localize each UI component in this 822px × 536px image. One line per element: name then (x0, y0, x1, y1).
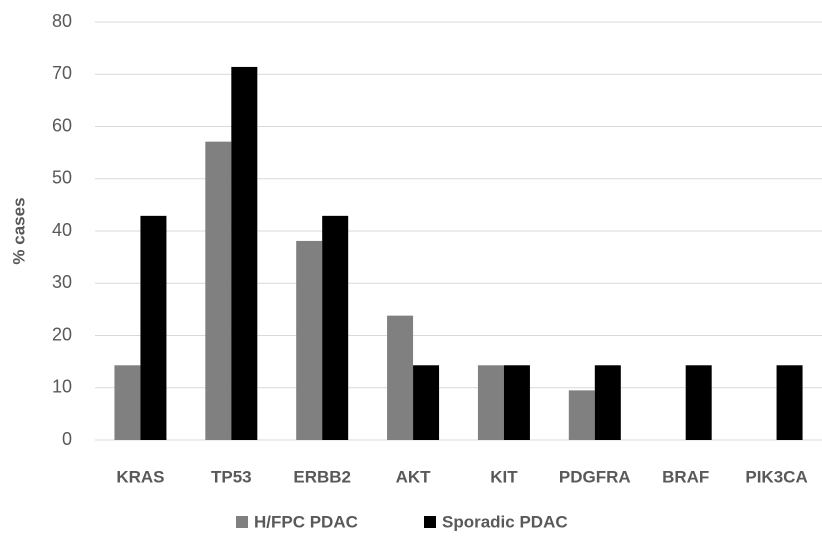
y-tick-label: 10 (52, 377, 72, 397)
x-tick-label: ERBB2 (293, 467, 351, 486)
bar (503, 365, 530, 440)
legend-label: H/FPC PDAC (254, 512, 358, 531)
y-tick-label: 70 (52, 63, 72, 83)
x-tick-label: KIT (490, 467, 518, 486)
legend-swatch (424, 516, 436, 528)
x-tick-label: KRAS (116, 467, 164, 486)
y-tick-label: 50 (52, 168, 72, 188)
bar (477, 365, 504, 440)
bar (776, 365, 803, 440)
bar (205, 141, 232, 440)
bar (322, 215, 349, 440)
bar (296, 240, 323, 440)
x-tick-label: PIK3CA (745, 467, 807, 486)
bar (387, 315, 414, 440)
y-tick-label: 60 (52, 115, 72, 135)
bar (114, 365, 141, 440)
bar (568, 390, 595, 440)
bar (413, 365, 440, 440)
bar (140, 215, 167, 440)
y-tick-label: 0 (62, 429, 72, 449)
legend-label: Sporadic PDAC (442, 512, 568, 531)
bar (231, 66, 258, 440)
y-axis-label: % cases (9, 197, 28, 264)
y-tick-label: 20 (52, 324, 72, 344)
y-tick-label: 30 (52, 272, 72, 292)
y-tick-label: 80 (52, 11, 72, 31)
y-tick-label: 40 (52, 220, 72, 240)
bar (685, 365, 712, 440)
x-tick-label: BRAF (662, 467, 709, 486)
legend-swatch (236, 516, 248, 528)
bar (594, 365, 621, 440)
x-tick-label: PDGFRA (559, 467, 631, 486)
x-tick-label: AKT (396, 467, 432, 486)
x-tick-label: TP53 (211, 467, 252, 486)
